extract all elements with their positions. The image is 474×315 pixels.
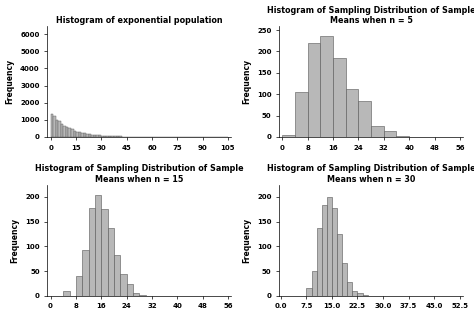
Bar xyxy=(58,122,61,137)
Bar xyxy=(317,228,322,296)
Bar xyxy=(68,128,71,137)
Bar xyxy=(64,126,66,137)
Bar xyxy=(322,205,327,296)
Title: Histogram of Sampling Distribution of Sample
Means when n = 15: Histogram of Sampling Distribution of Sa… xyxy=(35,164,244,184)
Bar xyxy=(283,135,295,137)
Y-axis label: Frequency: Frequency xyxy=(10,218,19,263)
Y-axis label: Frequency: Frequency xyxy=(242,59,251,104)
Bar xyxy=(89,208,95,296)
Bar xyxy=(104,136,106,137)
Bar xyxy=(89,134,91,137)
Bar xyxy=(124,136,127,137)
Bar xyxy=(337,233,342,296)
Bar xyxy=(396,136,409,137)
Bar xyxy=(95,194,101,296)
Bar xyxy=(295,92,308,137)
Bar xyxy=(79,132,81,137)
Bar xyxy=(111,136,114,137)
Bar xyxy=(119,136,122,137)
Bar xyxy=(347,283,352,296)
Bar xyxy=(76,276,82,296)
Bar xyxy=(114,136,117,137)
Bar xyxy=(94,135,96,137)
Bar xyxy=(99,135,101,137)
Bar xyxy=(56,120,58,137)
Bar xyxy=(327,197,332,296)
Bar xyxy=(71,129,73,137)
Bar xyxy=(352,291,357,296)
Bar xyxy=(73,131,76,137)
Title: Histogram of exponential population: Histogram of exponential population xyxy=(56,16,223,25)
Bar xyxy=(333,58,346,137)
Bar xyxy=(61,124,64,137)
Bar xyxy=(81,133,83,137)
Bar xyxy=(371,126,384,137)
Title: Histogram of Sampling Distribution of Sample
Means when n = 5: Histogram of Sampling Distribution of Sa… xyxy=(267,6,474,25)
Title: Histogram of Sampling Distribution of Sample
Means when n = 30: Histogram of Sampling Distribution of Sa… xyxy=(267,164,474,184)
Bar xyxy=(363,295,368,296)
Bar xyxy=(122,136,124,137)
Bar xyxy=(332,208,337,296)
Bar xyxy=(127,284,133,296)
Bar xyxy=(133,293,139,296)
Bar xyxy=(53,116,56,137)
Bar xyxy=(86,134,89,137)
Bar xyxy=(357,293,363,296)
Bar xyxy=(306,289,311,296)
Bar xyxy=(106,136,109,137)
Y-axis label: Frequency: Frequency xyxy=(6,59,15,104)
Bar xyxy=(109,136,111,137)
Bar xyxy=(91,135,94,137)
Bar xyxy=(96,135,99,137)
Bar xyxy=(120,273,127,296)
Bar xyxy=(308,43,320,137)
Bar xyxy=(83,133,86,137)
Bar xyxy=(114,255,120,296)
Bar xyxy=(82,250,89,296)
Bar xyxy=(108,228,114,296)
Bar xyxy=(358,101,371,137)
Bar xyxy=(101,136,104,137)
Y-axis label: Frequency: Frequency xyxy=(242,218,251,263)
Bar xyxy=(51,114,53,137)
Bar xyxy=(117,136,119,137)
Bar xyxy=(311,271,317,296)
Bar xyxy=(384,131,396,137)
Bar xyxy=(320,36,333,137)
Bar xyxy=(139,295,146,296)
Bar xyxy=(66,127,68,137)
Bar xyxy=(76,132,79,137)
Bar xyxy=(342,263,347,296)
Bar xyxy=(63,291,70,296)
Bar xyxy=(346,89,358,137)
Bar xyxy=(101,209,108,296)
